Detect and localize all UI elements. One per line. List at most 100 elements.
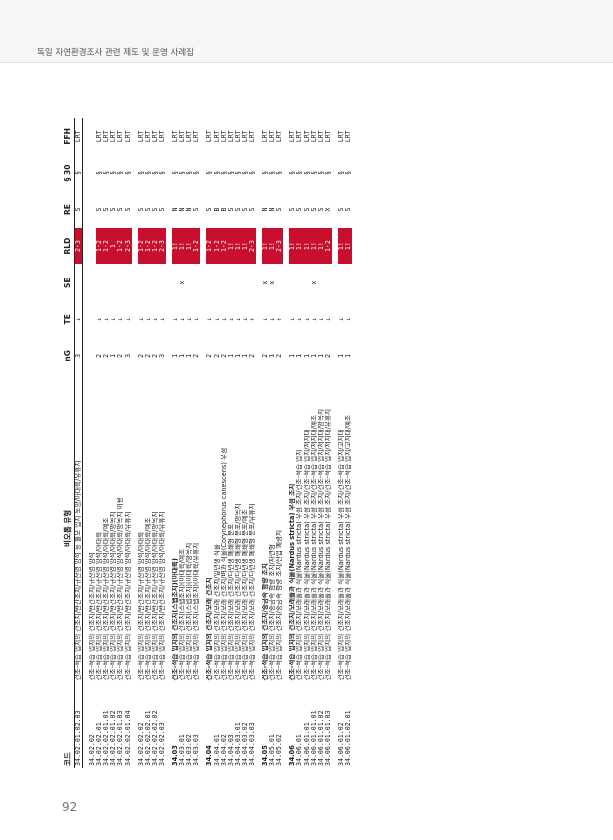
cell-se [242,264,249,301]
cell-ng: 1 [289,338,296,375]
cell-se [345,264,352,301]
table-row: 34.02.02.01 건조-적습 입지의 건조지/반건조지/규산염 암석/아대륙… [96,118,104,768]
cell-s30: § [110,155,117,192]
cell-s30: § [318,155,325,192]
cell-ffh: LRT [144,130,152,143]
cell-biotope-type: 건조-적습 입지의 건조지/모래풀과 식물(Nardus stricta) 우점… [317,408,325,681]
cell-ffh: LRT [158,130,166,143]
cell-re: S [206,191,213,228]
cell-ng: 2 [206,338,213,375]
cell-ffh: LRT [241,130,249,143]
cell-te: ↓ [242,301,249,338]
table-row: 34.04.02 건조-적습 입지의 건조지/모래 건조지/벼과 식물(Coryn… [220,118,228,768]
table-row: 34.02.02.01.03 건조-적습 입지의 건조지/반건조지/규산염 암석/… [117,118,125,768]
cell-code: 34.04.03.03 [248,722,256,766]
cell-s30: § [296,155,303,192]
cell-re: S [96,191,103,228]
cell-code: 34.05.01 [269,734,277,766]
cell-se [110,264,117,301]
biotope-table: 코드 비오톱 유형 nG TE SE RLD RE § 30 FFH 34.02… [62,118,353,768]
cell-ffh: LRT [151,130,159,143]
cell-biotope-type: 건조-적습 입지의 건조지/모래 건조지/다년생 폐쇄형 분포/예초 [241,509,249,681]
cell-code: 34.02.02 [89,734,97,766]
table-row: 34.06.01.01.03 건조-적습 입지의 건조지/모래풀과 식물(Nard… [324,118,332,768]
cell-te: ↓ [179,301,186,338]
table-row: 34.06 건조-적습 입지의 건조지/모래풀과 식물(Nardus strict… [289,118,297,768]
cell-te: ↓ [269,301,276,338]
cell-ffh: LRT [262,130,270,143]
cell-ffh: LRT [103,130,111,143]
cell-s30: § [172,155,179,192]
cell-re: S [296,191,303,228]
cell-ng: 2 [152,338,159,375]
cell-ng: 1 [345,338,352,375]
cell-ng: 3 [125,338,132,375]
cell-se: x [262,264,269,301]
cell-ng: 1 [172,338,179,375]
cell-ng: 1 [296,338,303,375]
cell-se [125,264,132,301]
cell-se [249,264,256,301]
cell-se [103,264,110,301]
cell-re: S [74,191,83,228]
cell-te: ↑ [276,301,283,338]
cell-ffh: LRT [172,130,180,143]
cell-ng: 1 [338,338,345,375]
cell-rld: 1-2 [206,227,214,265]
cell-biotope-type: 건조-적습 입지의 건조지/모래풀과 식물(Nardus stricta) 우점… [289,483,297,681]
cell-s30: § [228,155,235,192]
cell-te: ↓ [235,301,242,338]
cell-code: 34.03.02 [186,734,194,766]
cell-ng: 3 [159,338,166,375]
col-header-rld: RLD [62,227,75,265]
cell-code: 34.06.01.02.01 [345,710,352,766]
cell-s30: § [235,155,242,192]
cell-s30: § [96,155,103,192]
table-row: 34.06.01.01.02 건조-적습 입지의 건조지/모래풀과 식물(Nard… [317,118,325,768]
cell-se [325,264,332,301]
cell-te: ↓ [96,301,103,338]
cell-re: S [138,191,145,228]
cell-ng: 1 [242,338,249,375]
cell-code: 34.06.01.01.02 [317,710,325,766]
cell-ffh: LRT [324,130,332,143]
table-header-row: 코드 비오톱 유형 nG TE SE RLD RE § 30 FFH [62,118,75,768]
cell-ffh: LRT [220,130,228,143]
cell-code: 34.04 [206,745,214,766]
cell-biotope-type: 건조-적습 입지의 건조지/모래풀과 식물(Nardus stricta) 우점… [345,414,352,681]
cell-code: 34.06.01.01.03 [324,710,332,766]
cell-code: 34.02.02.01.01 [103,710,111,766]
cell-te: ↓ [214,301,221,338]
cell-s30: § [304,155,311,192]
cell-rld: 1-2 [220,227,228,265]
cell-s30: § [138,155,145,192]
cell-rld: 1! [289,227,297,265]
cell-ffh: LRT [96,130,104,143]
cell-ng: 1 [228,338,235,375]
cell-code: 34.03.01 [179,734,187,766]
cell-rld: 1! [227,227,235,265]
cell-se [221,264,228,301]
table-body: 34.02.01.02.03 건조-적습 입지의 간조지/반간조지/규산염 암석 … [74,118,353,768]
cell-re: S [304,191,311,228]
cell-re: N [262,191,269,228]
cell-ffh [89,118,96,155]
cell-s30: § [289,155,296,192]
cell-biotope-type: 건조-적습 입지의 건조지/모래 건조지/다년생 폐쇄형 분포/유휴지 [248,503,256,681]
cell-se [117,264,124,301]
cell-te: ↓ [304,301,311,338]
cell-rld: 1! [310,227,318,265]
col-header-ffh: FFH [62,118,75,155]
cell-s30: § [269,155,276,192]
cell-ng: 2 [276,338,283,375]
table-row: 34.02.02.01.01 건조-적습 입지의 건조지/반건조지/규산염 암석/… [103,118,111,768]
cell-ng: 1 [269,338,276,375]
cell-se [228,264,235,301]
cell-ng: 2 [325,338,332,375]
cell-te: ↓ [159,301,166,338]
cell-te: ↓ [311,301,318,338]
cell-code: 34.03.03 [193,734,201,766]
cell-re: N [172,191,179,228]
cell-se: x [179,264,186,301]
cell-code: 34.04.01 [213,734,221,766]
